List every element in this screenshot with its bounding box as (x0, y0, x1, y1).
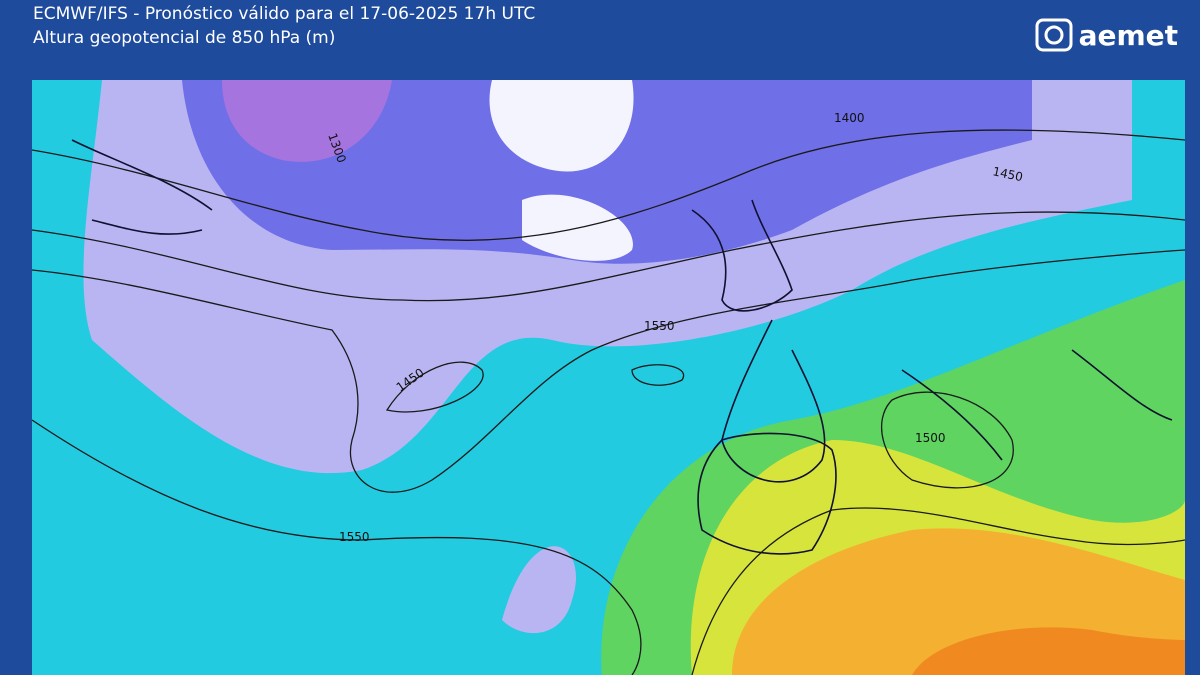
coastlines (71, 139, 1173, 555)
contour-label: 1500 (915, 431, 946, 445)
map: 1300 1400 1450 1450 1550 1550 1500 (32, 80, 1185, 675)
contour-label: 1550 (339, 530, 370, 544)
contour-label: 1450 (991, 164, 1024, 184)
contours (32, 129, 1185, 675)
logo: aemet (1035, 18, 1178, 52)
subtitle: Altura geopotencial de 850 hPa (m) (33, 28, 336, 48)
logo-text: aemet (1078, 18, 1178, 52)
logo-icon (1035, 18, 1073, 52)
contour-labels: 1300 1400 1450 1450 1550 1550 1500 (325, 111, 1024, 544)
title: ECMWF/IFS - Pronóstico válido para el 17… (33, 4, 536, 24)
contour-label: 1550 (644, 319, 675, 333)
contour-label: 1400 (834, 111, 865, 125)
